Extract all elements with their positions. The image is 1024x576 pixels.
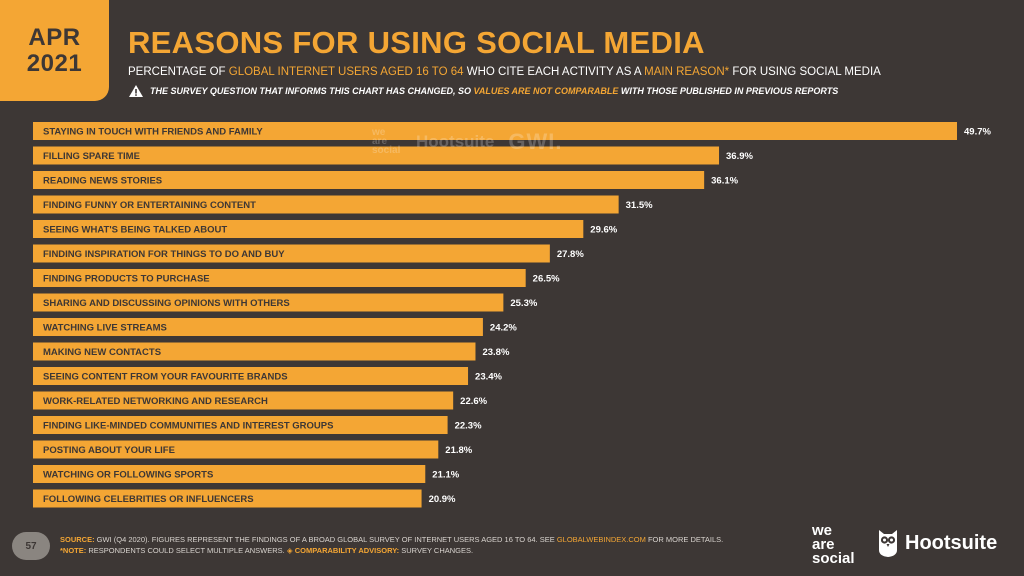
bar-category-label: STAYING IN TOUCH WITH FRIENDS AND FAMILY <box>43 127 263 138</box>
we-are-social-logo: we are social <box>812 522 855 567</box>
bar-value-label: 36.1% <box>711 176 738 187</box>
bar-value-label: 21.1% <box>432 470 459 481</box>
bar-category-label: POSTING ABOUT YOUR LIFE <box>43 445 175 456</box>
badge-year: 2021 <box>26 49 83 77</box>
footer-notes: SOURCE: GWI (Q4 2020). FIGURES REPRESENT… <box>60 535 723 556</box>
source-text: GWI (Q4 2020). FIGURES REPRESENT THE FIN… <box>94 535 557 544</box>
note-label: *NOTE: <box>60 545 87 555</box>
subtitle: PERCENTAGE OF GLOBAL INTERNET USERS AGED… <box>128 66 881 78</box>
page-title: REASONS FOR USING SOCIAL MEDIA <box>128 25 705 60</box>
bar-value-label: 23.8% <box>482 347 509 358</box>
bar-category-label: FINDING LIKE-MINDED COMMUNITIES AND INTE… <box>43 421 333 432</box>
bar <box>33 489 422 508</box>
bar <box>33 244 550 263</box>
bar <box>33 220 584 238</box>
date-badge: APR 2021 <box>0 0 109 101</box>
bar <box>33 171 705 189</box>
subtitle-highlight: MAIN REASON* <box>644 66 730 78</box>
advisory-text: SURVEY CHANGES. <box>399 545 474 555</box>
bar-value-label: 31.5% <box>626 200 653 211</box>
bar-category-label: WATCHING LIVE STREAMS <box>43 323 167 334</box>
bar <box>33 342 476 361</box>
comparability-warning: THE SURVEY QUESTION THAT INFORMS THIS CH… <box>128 84 838 98</box>
owl-icon <box>876 528 900 558</box>
bar-value-label: 36.9% <box>726 151 753 162</box>
logo-word: social <box>812 549 855 567</box>
warning-text: THE SURVEY QUESTION THAT INFORMS THIS CH… <box>150 86 474 96</box>
bar <box>33 440 439 459</box>
hootsuite-logo: Hootsuite <box>876 528 997 558</box>
bar <box>33 367 469 385</box>
bar-category-label: MAKING NEW CONTACTS <box>43 347 161 358</box>
bar <box>33 293 504 312</box>
bar-value-label: 27.8% <box>557 249 584 260</box>
bar <box>33 269 526 287</box>
bar-value-label: 22.6% <box>460 396 487 407</box>
bar-category-label: FOLLOWING CELEBRITIES OR INFLUENCERS <box>43 494 254 505</box>
warning-triangle-icon <box>128 84 144 98</box>
bar <box>33 195 619 214</box>
source-link[interactable]: GLOBALWEBINDEX.COM <box>556 535 646 544</box>
bar-value-label: 23.4% <box>475 372 502 383</box>
bar-category-label: FINDING FUNNY OR ENTERTAINING CONTENT <box>43 200 256 211</box>
hootsuite-logo-text: Hootsuite <box>905 531 998 554</box>
bar-value-label: 20.9% <box>429 494 456 505</box>
bar <box>33 318 483 336</box>
badge-month: APR <box>28 24 81 52</box>
bar-category-label: READING NEWS STORIES <box>43 176 162 187</box>
bar <box>33 416 448 434</box>
advisory-label: ◈ COMPARABILITY ADVISORY: <box>286 545 400 555</box>
bar-category-label: SEEING WHAT'S BEING TALKED ABOUT <box>43 225 227 236</box>
subtitle-part: FOR USING SOCIAL MEDIA <box>729 66 881 78</box>
bar-category-label: SHARING AND DISCUSSING OPINIONS WITH OTH… <box>43 298 290 309</box>
bar-category-label: SEEING CONTENT FROM YOUR FAVOURITE BRAND… <box>43 372 288 383</box>
note-line: *NOTE: RESPONDENTS COULD SELECT MULTIPLE… <box>60 546 723 557</box>
bar-value-label: 22.3% <box>455 421 482 432</box>
source-label: SOURCE: <box>60 535 95 544</box>
bar-value-label: 21.8% <box>445 445 472 456</box>
warning-text: WITH THOSE PUBLISHED IN PREVIOUS REPORTS <box>618 86 839 96</box>
bar-value-label: 49.7% <box>964 127 991 138</box>
bar-category-label: FILLING SPARE TIME <box>43 151 140 162</box>
bar <box>33 391 454 410</box>
subtitle-part: PERCENTAGE OF <box>128 66 229 78</box>
bar-category-label: FINDING INSPIRATION FOR THINGS TO DO AND… <box>43 249 285 260</box>
bar-category-label: WATCHING OR FOLLOWING SPORTS <box>43 470 213 481</box>
logo-word: we <box>812 522 833 539</box>
page-number: 57 <box>12 532 50 560</box>
bar <box>33 122 957 140</box>
source-line: SOURCE: GWI (Q4 2020). FIGURES REPRESENT… <box>60 535 723 546</box>
bar-value-label: 24.2% <box>490 323 517 334</box>
bar-value-label: 25.3% <box>510 298 537 309</box>
bar-category-label: FINDING PRODUCTS TO PURCHASE <box>43 274 210 285</box>
subtitle-part: WHO CITE EACH ACTIVITY AS A <box>463 66 645 78</box>
bar-value-label: 26.5% <box>533 274 560 285</box>
bar <box>33 465 426 483</box>
bar-value-label: 29.6% <box>590 225 617 236</box>
bar-category-label: WORK-RELATED NETWORKING AND RESEARCH <box>43 396 268 407</box>
source-end: FOR MORE DETAILS. <box>645 535 724 544</box>
bar <box>33 146 720 165</box>
note-text: RESPONDENTS COULD SELECT MULTIPLE ANSWER… <box>86 545 287 555</box>
logo-word: are <box>812 535 835 553</box>
warning-highlight: VALUES ARE NOT COMPARABLE <box>473 86 619 96</box>
subtitle-highlight: GLOBAL INTERNET USERS AGED 16 TO 64 <box>228 66 464 78</box>
